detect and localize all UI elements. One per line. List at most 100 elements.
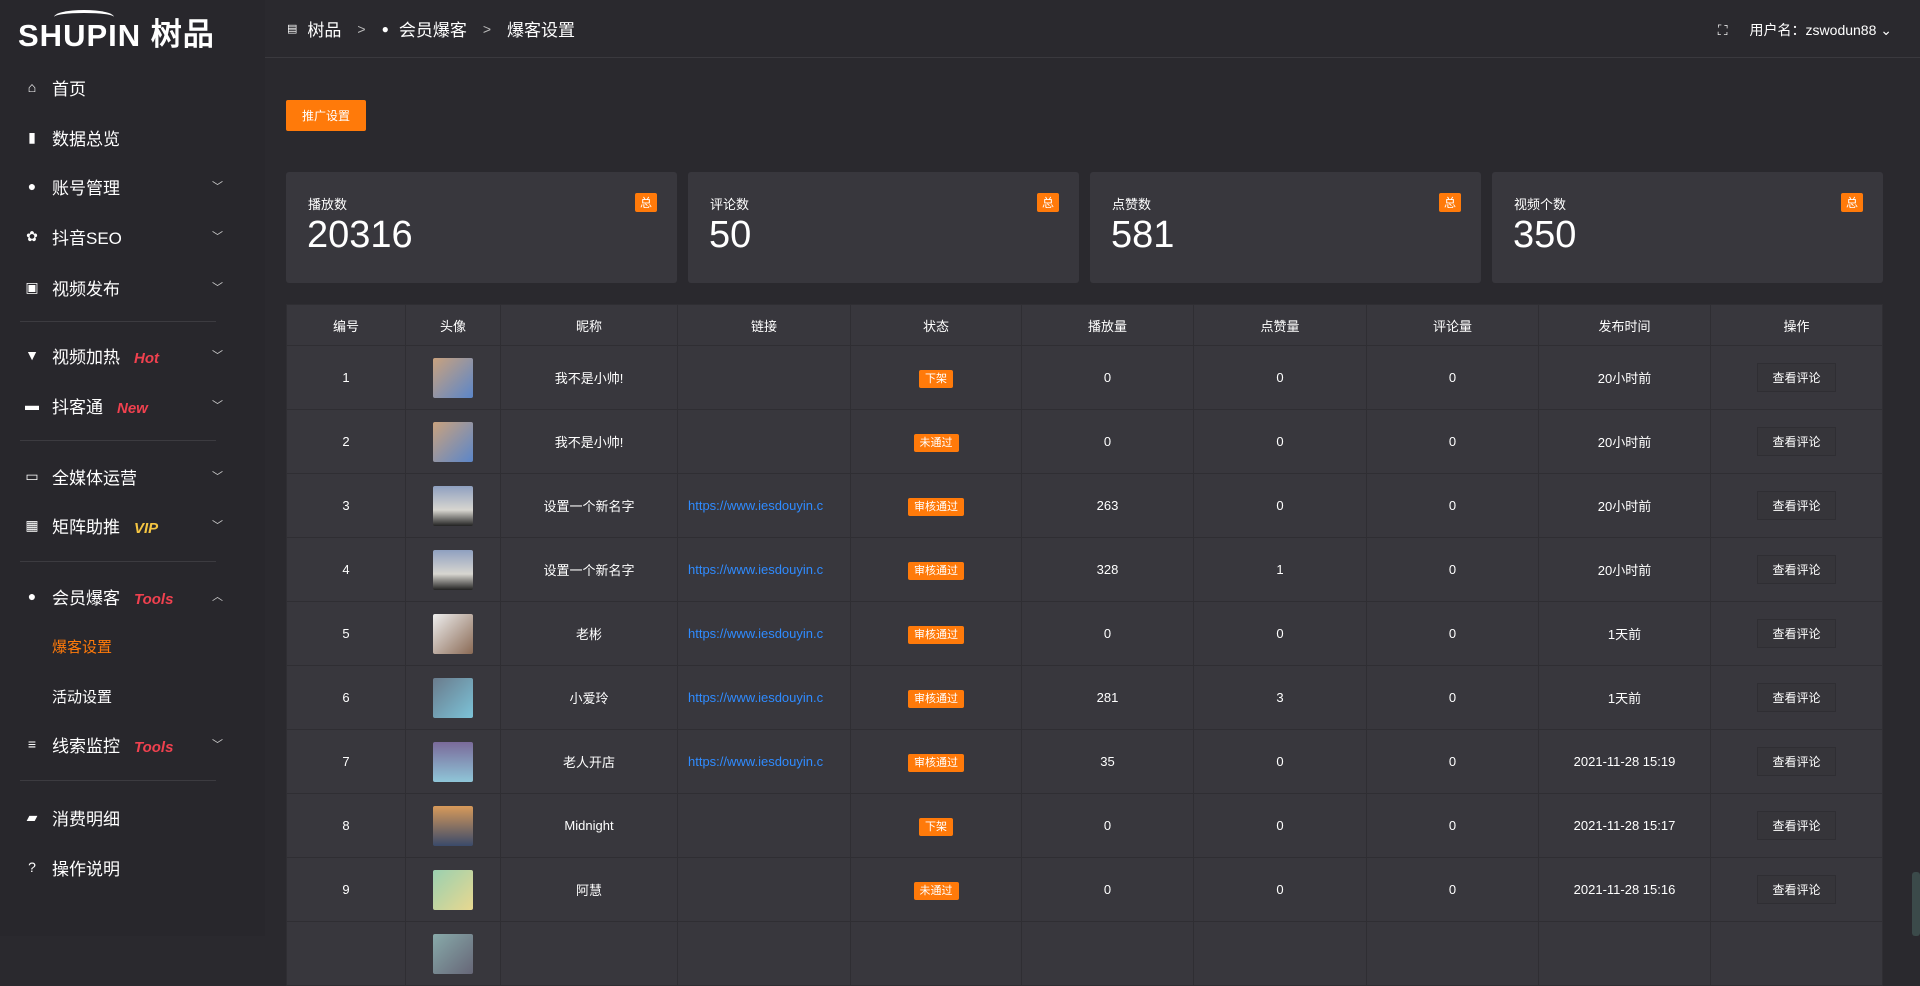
sidebar-item-12[interactable]: ? 操作说明 [0,847,265,887]
cell-点赞量: 0 [1193,601,1367,666]
sidebar-item-label: 数据总览 [52,129,120,149]
sidebar-tag: Tools [134,738,174,756]
cell-点赞量: 0 [1193,793,1367,858]
avatar [433,357,473,398]
cell-发布时间: 2021-11-28 15:17 [1538,793,1711,858]
promo-settings-button[interactable]: 推广设置 [286,100,366,131]
camera-icon: ▣ [25,278,39,295]
chevron-icon: ︿ [212,591,223,603]
logo[interactable]: SHUPIN 树品 [18,10,215,54]
sidebar-item-8[interactable]: ▦ 矩阵助推 VIP ﹀ [0,505,265,545]
sidebar-item-5[interactable]: ▼ 视频加热 Hot ﹀ [0,335,265,375]
cell-链接: https://www.iesdouyin.c [677,473,851,538]
table-row: 9 阿慧 未通过 0 0 0 2021-11-28 15:16 查看评论 [286,857,1883,922]
cell-播放量: 328 [1021,537,1194,602]
sidebar-item-1[interactable]: ▮ 数据总览 [0,117,265,157]
stat-card: 点赞数 581 总 [1090,172,1481,283]
view-comments-button[interactable]: 查看评论 [1757,363,1836,392]
status-badge: 审核通过 [908,561,964,580]
total-badge: 总 [1438,193,1461,212]
cell-编号: 8 [286,793,406,858]
sidebar-item-label: 矩阵助推 VIP [52,517,159,537]
status-badge: 下架 [919,817,953,836]
stat-card: 播放数 20316 总 [286,172,677,283]
cell-播放量: 281 [1021,665,1194,730]
sidebar-item-label: 抖音SEO [52,228,122,248]
stat-title: 点赞数 [1112,197,1152,212]
cell-状态 [850,921,1022,986]
cell-评论量: 0 [1366,473,1539,538]
view-comments-button[interactable]: 查看评论 [1757,811,1836,840]
fullscreen-icon[interactable]: ⛶ [1717,21,1728,38]
view-comments-button[interactable]: 查看评论 [1757,555,1836,584]
cell-编号: 7 [286,729,406,794]
submenu-item[interactable]: 活动设置 [52,689,113,706]
cell-链接 [677,345,851,410]
cell-评论量: 0 [1366,601,1539,666]
view-comments-button[interactable]: 查看评论 [1757,491,1836,520]
cell-头像 [405,345,501,410]
chevron-icon: ﹀ [212,282,223,294]
user-icon: ● [381,21,389,36]
cell-状态: 审核通过 [850,729,1022,794]
user-menu[interactable]: 用户名：zswodun88 ⌄ [1749,22,1892,38]
view-comments-button[interactable]: 查看评论 [1757,683,1836,712]
sign-icon: ▼ [25,347,39,363]
video-link[interactable]: https://www.iesdouyin.c [688,562,824,577]
video-link[interactable]: https://www.iesdouyin.c [688,754,824,769]
cell-昵称 [500,921,678,986]
cell-操作: 查看评论 [1710,473,1883,538]
stat-value: 50 [709,214,752,256]
sidebar-item-3[interactable]: ✿ 抖音SEO ﹀ [0,216,265,256]
cell-点赞量: 0 [1193,729,1367,794]
cell-评论量: 0 [1366,857,1539,922]
cell-点赞量: 3 [1193,665,1367,730]
view-comments-button[interactable]: 查看评论 [1757,427,1836,456]
cell-状态: 审核通过 [850,537,1022,602]
stat-title: 播放数 [308,197,348,212]
chat-icon: ▬ [25,397,39,413]
cell-链接: https://www.iesdouyin.c [677,729,851,794]
sidebar-item-9[interactable]: ● 会员爆客 Tools ︿ [0,576,265,616]
wallet-icon: ▰ [26,808,38,825]
chevron-icon: ﹀ [212,350,223,362]
chevron-icon: ﹀ [212,739,223,751]
cell-评论量: 0 [1366,729,1539,794]
help-icon: ? [28,859,36,875]
sidebar-item-2[interactable]: ● 账号管理 ﹀ [0,166,265,206]
sidebar-item-7[interactable]: ▭ 全媒体运营 ﹀ [0,456,265,496]
cell-操作: 查看评论 [1710,409,1883,474]
sidebar-item-6[interactable]: ▬ 抖客通 New ﹀ [0,385,265,425]
sidebar-item-0[interactable]: ⌂ 首页 [0,67,265,107]
status-badge: 审核通过 [908,625,964,644]
chevron-icon: ﹀ [212,520,223,532]
cell-操作: 查看评论 [1710,793,1883,858]
stat-card: 评论数 50 总 [688,172,1079,283]
sidebar-item-10[interactable]: ≡ 线索监控 Tools ﹀ [0,724,265,764]
cell-链接 [677,857,851,922]
sidebar-item-11[interactable]: ▰ 消费明细 [0,797,265,837]
cell-昵称: 老人开店 [500,729,678,794]
submenu-item[interactable]: 爆客设置 [52,639,113,656]
cell-昵称: 我不是小帅! [500,409,678,474]
cell-编号: 1 [286,345,406,410]
table-row: 6 小爱玲 https://www.iesdouyin.c 审核通过 281 3 0 1天前 查… [286,665,1883,730]
divider [20,440,216,441]
video-link[interactable]: https://www.iesdouyin.c [688,690,824,705]
table-row: 1 我不是小帅! 下架 0 0 0 20小时前 查看评论 [286,345,1883,410]
cell-链接: https://www.iesdouyin.c [677,665,851,730]
view-comments-button[interactable]: 查看评论 [1757,747,1836,776]
view-comments-button[interactable]: 查看评论 [1757,619,1836,648]
scrollbar[interactable] [1912,872,1920,936]
video-link[interactable]: https://www.iesdouyin.c [688,498,824,513]
view-comments-button[interactable]: 查看评论 [1757,875,1836,904]
column-header: 昵称 [500,304,678,346]
cell-评论量: 0 [1366,537,1539,602]
breadcrumb-home[interactable]: 树品 [307,21,342,40]
sidebar-item-4[interactable]: ▣ 视频发布 ﹀ [0,267,265,307]
sidebar-tag: New [117,399,148,417]
breadcrumb-member[interactable]: 会员爆客 [398,21,467,40]
cell-昵称: 设置一个新名字 [500,473,678,538]
cell-操作: 查看评论 [1710,345,1883,410]
video-link[interactable]: https://www.iesdouyin.c [688,626,824,641]
